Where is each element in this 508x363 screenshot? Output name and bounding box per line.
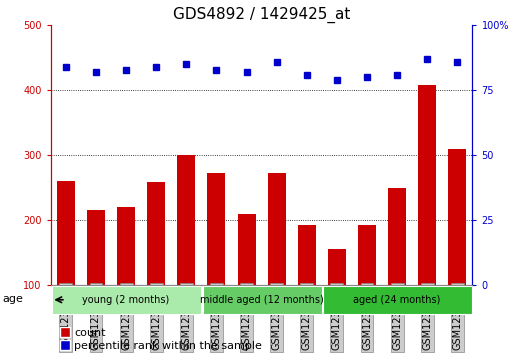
Bar: [418, 85, 436, 350]
Text: GSM1230354: GSM1230354: [151, 285, 161, 350]
Text: GSM1230359: GSM1230359: [302, 285, 312, 350]
Text: GSM1230357: GSM1230357: [242, 285, 251, 350]
Text: GSM1230352: GSM1230352: [91, 285, 101, 350]
Text: young (2 months): young (2 months): [82, 295, 170, 305]
Text: GSM1230351: GSM1230351: [61, 285, 71, 350]
Text: GSM1230363: GSM1230363: [422, 285, 432, 350]
Bar: [358, 225, 376, 350]
Text: GSM1230355: GSM1230355: [181, 285, 192, 350]
Bar: [388, 188, 406, 350]
Bar: [117, 207, 135, 350]
Text: GSM1230360: GSM1230360: [332, 285, 342, 350]
Bar: [147, 183, 165, 350]
Bar: [203, 286, 322, 314]
Bar: [298, 225, 316, 350]
Text: GSM1230356: GSM1230356: [211, 285, 221, 350]
Text: aged (24 months): aged (24 months): [354, 295, 441, 305]
Bar: [52, 286, 201, 314]
Title: GDS4892 / 1429425_at: GDS4892 / 1429425_at: [173, 7, 351, 23]
Bar: [268, 174, 285, 350]
Bar: [177, 155, 196, 350]
Bar: [449, 149, 466, 350]
Bar: [87, 210, 105, 350]
Text: age: age: [3, 294, 23, 304]
Bar: [57, 181, 75, 350]
Text: GSM1230364: GSM1230364: [453, 285, 462, 350]
Bar: [207, 174, 226, 350]
Legend: count, percentile rank within the sample: count, percentile rank within the sample: [56, 323, 267, 356]
Text: GSM1230362: GSM1230362: [392, 285, 402, 350]
Text: GSM1230353: GSM1230353: [121, 285, 131, 350]
Bar: [324, 286, 472, 314]
Text: GSM1230361: GSM1230361: [362, 285, 372, 350]
Text: GSM1230358: GSM1230358: [272, 285, 281, 350]
Bar: [328, 249, 346, 350]
Text: middle aged (12 months): middle aged (12 months): [200, 295, 324, 305]
Bar: [238, 213, 256, 350]
